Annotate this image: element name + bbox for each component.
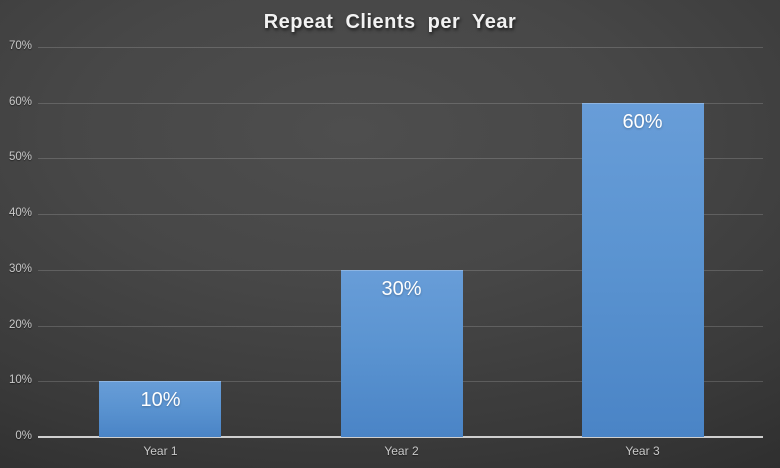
x-category-label: Year 3: [625, 444, 660, 458]
y-tick-label: 0%: [15, 430, 32, 442]
x-axis: Year 1 Year 2 Year 3: [40, 444, 763, 464]
bar-value-label: 60%: [622, 110, 663, 133]
bar-year-2: 30%: [340, 269, 463, 437]
bar-value-label: 10%: [140, 389, 181, 412]
bar-year-1: 10%: [99, 381, 222, 437]
x-category-label: Year 2: [384, 444, 419, 458]
y-tick-label: 50%: [8, 151, 32, 164]
gridline-70%: [38, 47, 763, 48]
y-tick-label: 40%: [8, 207, 32, 220]
y-tick-label: 60%: [8, 95, 32, 108]
y-tick-label: 70%: [8, 40, 32, 52]
x-category-label: Year 1: [143, 444, 178, 458]
bar-year-3: 60%: [581, 102, 704, 437]
gridline-50%: [38, 158, 763, 160]
gridline-60%: [38, 102, 763, 104]
chart-title: Repeat Clients per Year: [263, 11, 517, 33]
y-tick-label: 10%: [8, 374, 32, 387]
y-tick-label: 30%: [8, 262, 32, 275]
y-tick-label: 20%: [8, 318, 32, 331]
bar-value-label: 30%: [381, 277, 422, 300]
gridline-40%: [38, 214, 763, 216]
x-axis-line: [38, 436, 763, 438]
plot-area: 10% 30% 60%: [38, 47, 763, 437]
y-axis: 0% 10% 20% 30% 40% 50% 60% 70%: [0, 40, 32, 442]
